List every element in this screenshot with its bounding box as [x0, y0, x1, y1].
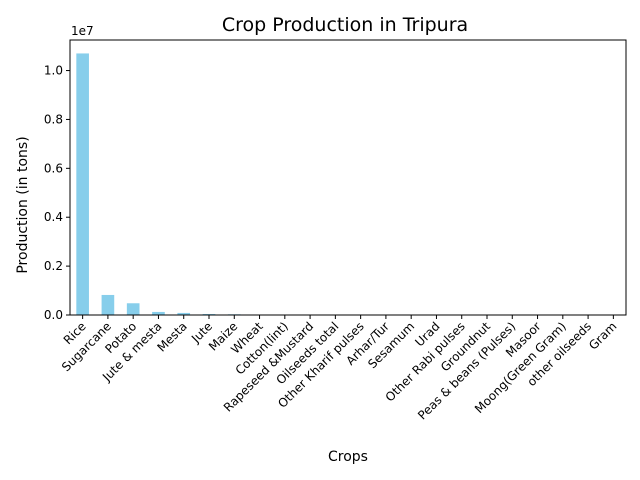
- y-tick-label: 0.0: [44, 308, 63, 322]
- y-axis-label: Production (in tons): [15, 136, 31, 273]
- plot-frame: [69, 39, 627, 316]
- bar-3: [152, 311, 165, 315]
- bar-1: [101, 294, 115, 315]
- y-tick-label: 0.6: [44, 161, 63, 175]
- y-tick-label: 0.4: [44, 210, 63, 224]
- x-axis-label: Crops: [328, 449, 368, 465]
- y-axis-offset-label: 1e7: [71, 24, 94, 38]
- bars-group: [76, 53, 620, 315]
- y-tick-label: 0.2: [44, 259, 63, 273]
- bar-4: [177, 312, 191, 315]
- y-axis-ticks: 0.0 0.2 0.4 0.6 0.8 1.0: [44, 64, 70, 322]
- y-tick-label: 1.0: [44, 64, 63, 78]
- chart-title: Crop Production in Tripura: [222, 14, 468, 36]
- bar-0: [76, 53, 89, 315]
- y-tick-label: 0.8: [44, 112, 63, 126]
- bar-2: [126, 303, 140, 315]
- x-tick-label: Gram: [586, 319, 619, 352]
